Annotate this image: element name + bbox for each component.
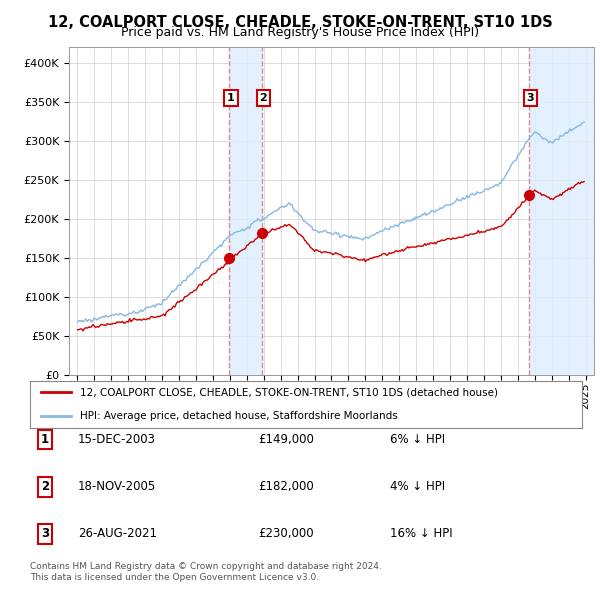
Text: 1: 1: [41, 433, 49, 446]
Text: Contains HM Land Registry data © Crown copyright and database right 2024.
This d: Contains HM Land Registry data © Crown c…: [30, 562, 382, 582]
Text: 12, COALPORT CLOSE, CHEADLE, STOKE-ON-TRENT, ST10 1DS: 12, COALPORT CLOSE, CHEADLE, STOKE-ON-TR…: [47, 15, 553, 30]
Text: 3: 3: [527, 93, 535, 103]
Text: 16% ↓ HPI: 16% ↓ HPI: [390, 527, 452, 540]
Text: 3: 3: [41, 527, 49, 540]
Text: £182,000: £182,000: [258, 480, 314, 493]
Text: 4% ↓ HPI: 4% ↓ HPI: [390, 480, 445, 493]
Text: £230,000: £230,000: [258, 527, 314, 540]
Text: 15-DEC-2003: 15-DEC-2003: [78, 433, 156, 446]
Text: Price paid vs. HM Land Registry's House Price Index (HPI): Price paid vs. HM Land Registry's House …: [121, 26, 479, 39]
Text: £149,000: £149,000: [258, 433, 314, 446]
Text: 1: 1: [227, 93, 235, 103]
Text: HPI: Average price, detached house, Staffordshire Moorlands: HPI: Average price, detached house, Staf…: [80, 411, 397, 421]
Text: 26-AUG-2021: 26-AUG-2021: [78, 527, 157, 540]
Text: 6% ↓ HPI: 6% ↓ HPI: [390, 433, 445, 446]
Bar: [229, 47, 262, 375]
Text: 18-NOV-2005: 18-NOV-2005: [78, 480, 156, 493]
Text: 2: 2: [260, 93, 267, 103]
Text: 12, COALPORT CLOSE, CHEADLE, STOKE-ON-TRENT, ST10 1DS (detached house): 12, COALPORT CLOSE, CHEADLE, STOKE-ON-TR…: [80, 388, 497, 397]
Bar: [529, 47, 594, 375]
Text: 2: 2: [41, 480, 49, 493]
